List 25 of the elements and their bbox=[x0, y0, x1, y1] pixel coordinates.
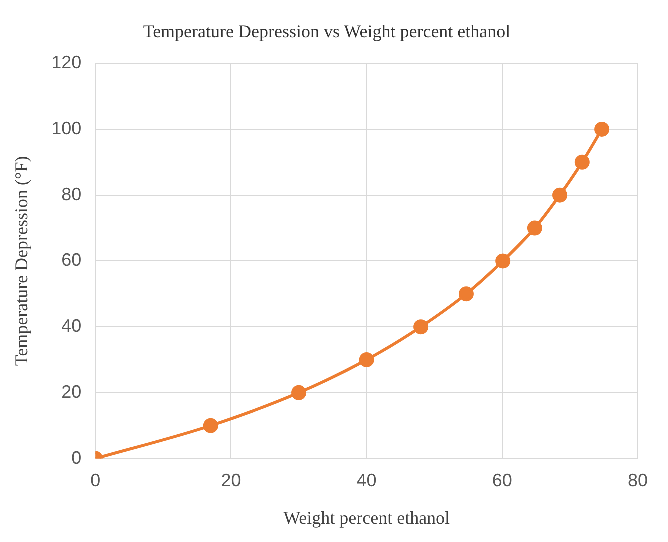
point bbox=[359, 352, 374, 368]
x-tick-label: 60 bbox=[492, 470, 512, 491]
y-tick-label: 80 bbox=[62, 184, 82, 204]
point bbox=[458, 286, 474, 302]
point bbox=[496, 254, 511, 269]
point bbox=[292, 385, 307, 400]
y-axis-title: Temperature Depression (°F) bbox=[12, 156, 32, 366]
y-tick-label: 120 bbox=[52, 52, 82, 73]
point bbox=[414, 320, 429, 335]
x-axis-title: Weight percent ethanol bbox=[284, 508, 450, 528]
point bbox=[527, 220, 542, 236]
x-tick-label: 20 bbox=[221, 470, 242, 491]
y-tick-label: 0 bbox=[72, 448, 82, 468]
point bbox=[552, 188, 568, 203]
point bbox=[203, 418, 218, 434]
y-tick-label: 40 bbox=[62, 316, 82, 336]
y-tick-label: 100 bbox=[52, 118, 82, 138]
y-tick-label: 20 bbox=[62, 382, 82, 402]
chart-title: Temperature Depression vs Weight percent ethanol bbox=[143, 22, 511, 42]
x-tick-label: 0 bbox=[90, 470, 101, 491]
point bbox=[574, 154, 590, 170]
y-tick-label: 60 bbox=[62, 250, 82, 270]
x-tick-label: 80 bbox=[628, 470, 648, 491]
point bbox=[594, 122, 610, 137]
x-tick-label: 40 bbox=[356, 470, 377, 491]
